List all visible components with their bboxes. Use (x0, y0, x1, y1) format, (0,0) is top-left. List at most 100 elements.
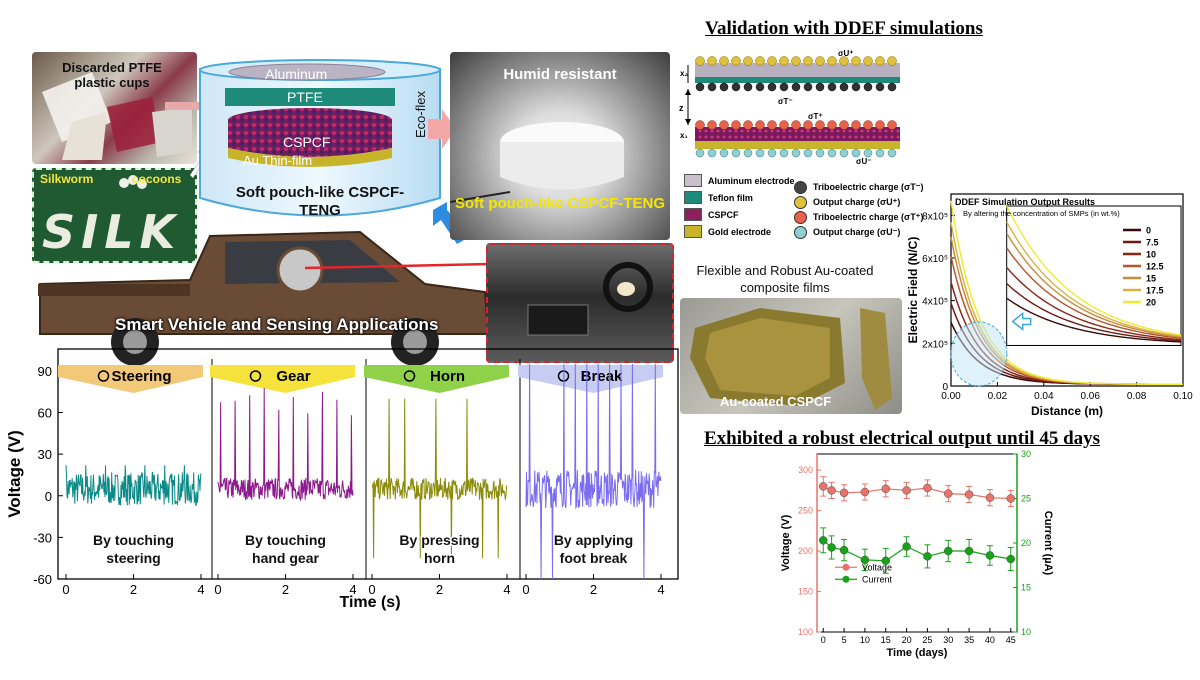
stability-legend-label: Voltage (862, 562, 892, 572)
silkworm-label: Silkworm (40, 172, 94, 186)
sigma-t-plus: σT⁺ (808, 112, 823, 121)
voltage-ytick-label: 60 (38, 406, 52, 421)
efield-inset-curve-10 (1006, 266, 1182, 341)
efield-legend-label: 17.5 (1146, 286, 1164, 296)
efield-legend-label: 20 (1146, 298, 1156, 308)
output-charge-plus (755, 56, 765, 66)
stability-xtick-label: 30 (943, 635, 953, 645)
top-electrode (695, 63, 900, 83)
tribo-charge-plus (731, 120, 741, 130)
tribo-charge-minus (839, 82, 849, 92)
tribo-charge-minus (827, 82, 837, 92)
tribo-charge-minus (743, 82, 753, 92)
stability-point-voltage (944, 489, 953, 498)
humid-resistant-photo: Humid resistant Soft pouch-like CSPCF-TE… (450, 52, 670, 240)
voltage-xtick-label: 0 (522, 582, 529, 597)
output-charge-minus (695, 148, 705, 158)
voltage-signal-gear (217, 387, 354, 502)
tribo-charge-plus (791, 120, 801, 130)
stability-ytick-right-label: 10 (1021, 627, 1031, 637)
photo-device-name: Soft pouch-like CSPCF-TENG (455, 195, 665, 212)
panel-caption-line2: steering (106, 550, 160, 566)
stability-point-current (985, 551, 995, 560)
voltage-ytick-label: 90 (38, 364, 52, 379)
efield-subtitle: By altering the concentration of SMPs (i… (963, 209, 1120, 218)
stability-legend-dot (842, 575, 850, 583)
voltage-xtick-label: 2 (282, 582, 289, 597)
legend-item: Triboelectric charge (σT⁻) (794, 180, 923, 195)
silk-word: SILK (42, 205, 182, 259)
efield-chart: 0 2x10⁵ 4x10⁵ 6x10⁵ 8x10⁵ 0.00 0.02 0.04 0.06 0.0… (905, 188, 1195, 420)
tribo-charge-plus (755, 120, 765, 130)
stability-point-current (902, 542, 911, 551)
tribo-charge-plus (719, 120, 729, 130)
output-charge-plus (887, 56, 897, 66)
voltage-xtick-label: 2 (436, 582, 443, 597)
panel-arrow (58, 365, 203, 393)
efield-legend-label: 12.5 (1146, 262, 1164, 272)
panel-arrow (364, 365, 509, 393)
output-charge-minus (851, 148, 861, 158)
voltage-ytick-label: 0 (45, 489, 52, 504)
stability-point-current (881, 556, 890, 566)
output-charge-plus (767, 56, 777, 66)
tribo-charge-minus (863, 82, 873, 92)
voltage-xlabel: Time (s) (339, 594, 400, 611)
output-charge-plus (875, 56, 885, 66)
panel-icon (97, 370, 110, 382)
stability-xtick-label: 25 (922, 635, 932, 645)
efield-inset-curve-15 (1006, 232, 1182, 338)
legend-label: Triboelectric charge (σT⁻) (813, 182, 924, 192)
output-charge-plus (803, 56, 813, 66)
tribo-charge-plus (815, 120, 825, 130)
legend-item: Aluminum electrode (684, 172, 795, 189)
ecoflex-label: Eco-flex (413, 91, 428, 138)
tribo-charge-minus (695, 82, 705, 92)
stability-point-voltage (860, 487, 870, 497)
panel-caption-line1: By touching (93, 532, 174, 548)
efield-xlabel: Distance (m) (1031, 404, 1103, 418)
tribo-charge-minus (851, 82, 861, 92)
tribo-charge-plus (875, 120, 885, 130)
pouch-photo-drawing (450, 122, 624, 203)
cocoons-label: cocoons (132, 172, 182, 186)
au-layer-label: Au Thin-film (243, 153, 313, 168)
tribo-charge-plus (863, 120, 873, 130)
dashboard-photo (486, 243, 674, 363)
voltage-xtick-label: 4 (503, 582, 510, 597)
voltage-ylabel: Voltage (V) (5, 430, 24, 518)
voltage-xtick-label: 2 (130, 582, 137, 597)
stability-point-current (839, 545, 849, 555)
panel-caption-line1: By applying (554, 532, 633, 548)
legend-dot (794, 226, 807, 239)
au-film-drawing (690, 308, 892, 410)
legend-item: Gold electrode (684, 223, 795, 240)
tribo-charge-plus (779, 120, 789, 130)
legend-label: Output charge (σU⁺) (813, 197, 901, 207)
stability-xtick-label: 15 (881, 635, 891, 645)
stability-point-current (819, 536, 828, 545)
legend-item: Triboelectric charge (σT⁺) (794, 210, 923, 225)
ddef-schematic: σU⁺ σT⁻ σT⁺ σU⁻ x₂ z x₁ (679, 45, 920, 170)
tribo-charge-plus (743, 120, 753, 130)
cocoon-beads (119, 175, 147, 189)
efield-inset-curve-0 (1006, 297, 1182, 343)
stability-xtick-label: 10 (860, 635, 870, 645)
tribo-charge-plus (695, 120, 705, 130)
humid-label: Humid resistant (503, 66, 617, 83)
voltage-signal-steering (65, 465, 202, 506)
tribo-charge-minus (707, 82, 717, 92)
stability-ytick-left-label: 300 (798, 465, 813, 475)
legend-label: Triboelectric charge (σT⁺) (813, 212, 924, 222)
voltage-xtick-label: 4 (197, 582, 204, 597)
stability-ytick-right-label: 20 (1021, 538, 1031, 548)
stability-point-current (1006, 554, 1015, 564)
stability-point-voltage (819, 482, 828, 491)
efield-inset-curve-17.5 (1006, 221, 1182, 337)
legend-swatch (684, 225, 702, 238)
stability-xtick-label: 40 (985, 635, 995, 645)
panel-title: Horn (430, 368, 465, 385)
stability-ylabel-right: Current (µA) (1042, 511, 1054, 576)
stability-ytick-left-label: 150 (798, 587, 813, 597)
panel-caption-line2: hand gear (252, 550, 319, 566)
